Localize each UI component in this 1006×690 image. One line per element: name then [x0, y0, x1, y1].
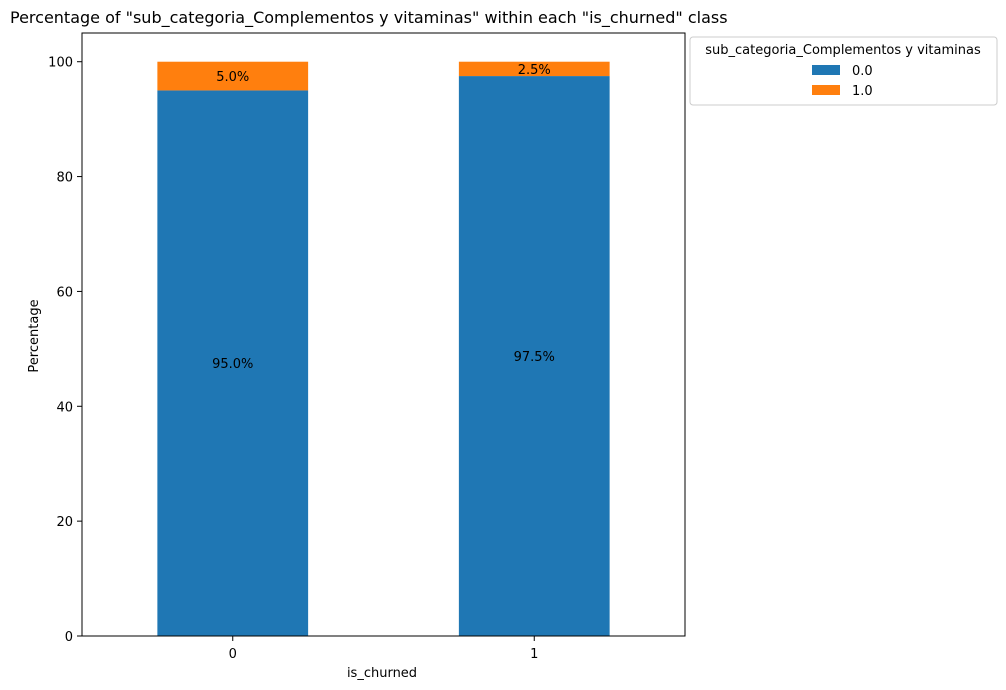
plot-area: 95.0% 5.0% 97.5% 2.5% 0 20 40 60 80 100 0 1 [48, 33, 685, 662]
x-tick-label-1: 1 [530, 647, 538, 662]
data-label-0-series-0: 95.0% [212, 357, 253, 372]
y-tick-label-40: 40 [56, 400, 73, 415]
data-label-1-series-0: 97.5% [514, 350, 555, 365]
y-tick-label-100: 100 [48, 56, 73, 71]
y-tick-label-0: 0 [65, 630, 73, 645]
data-label-1-series-1: 2.5% [518, 63, 551, 78]
y-tick-label-60: 60 [56, 285, 73, 300]
legend-title: sub_categoria_Complementos y vitaminas [705, 43, 981, 58]
legend-label-series-1: 1.0 [852, 84, 873, 99]
x-axis-label: is_churned [347, 666, 417, 681]
x-tick-label-0: 0 [229, 647, 237, 662]
legend: sub_categoria_Complementos y vitaminas 0… [690, 37, 997, 105]
y-axis-label: Percentage [27, 299, 42, 372]
y-tick-label-20: 20 [56, 515, 73, 530]
y-tick-label-80: 80 [56, 171, 73, 186]
chart-title: Percentage of "sub_categoria_Complemento… [10, 8, 728, 28]
legend-swatch-series-1 [812, 85, 840, 95]
data-label-0-series-1: 5.0% [216, 70, 249, 85]
legend-swatch-series-0 [812, 65, 840, 75]
legend-label-series-0: 0.0 [852, 64, 873, 79]
